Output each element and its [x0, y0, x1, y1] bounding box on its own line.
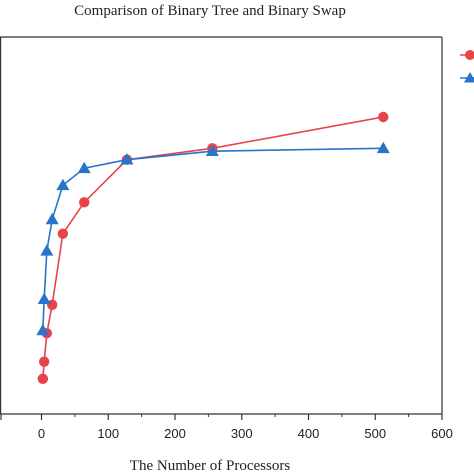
x-tick-label: 0	[38, 426, 45, 441]
data-point-circle	[37, 373, 49, 384]
series-line-2	[42, 147, 384, 331]
x-tick-label: 600	[431, 426, 453, 441]
data-point-circle	[79, 197, 90, 208]
x-tick-label: 400	[298, 426, 320, 441]
data-point-triangle	[376, 141, 390, 154]
data-point-circle	[38, 356, 50, 367]
data-point-triangle	[77, 161, 91, 174]
series-layer	[36, 111, 390, 384]
legend-marker-triangle	[464, 72, 474, 83]
legend	[460, 50, 474, 83]
x-tick-label: 100	[97, 426, 119, 441]
chart-title: Comparison of Binary Tree and Binary Swa…	[74, 3, 346, 19]
x-axis-ticks: 0 100 200 300 400 500 600	[0, 414, 453, 441]
x-axis-label: The Number of Processors	[130, 458, 291, 474]
plot-frame	[0, 36, 443, 415]
data-point-triangle	[45, 212, 59, 225]
data-point-circle	[57, 228, 69, 239]
data-point-triangle	[40, 244, 54, 256]
legend-marker-circle	[465, 50, 474, 60]
data-point-triangle	[37, 292, 51, 304]
series-line-1	[42, 116, 384, 379]
data-point-triangle	[205, 144, 219, 157]
x-tick-label: 500	[364, 426, 386, 441]
data-point-circle	[378, 111, 389, 123]
data-point-triangle	[36, 323, 50, 336]
x-tick-label: 300	[231, 426, 253, 441]
x-tick-label: 200	[164, 426, 186, 441]
data-point-triangle	[120, 153, 134, 165]
data-point-triangle	[56, 178, 70, 191]
